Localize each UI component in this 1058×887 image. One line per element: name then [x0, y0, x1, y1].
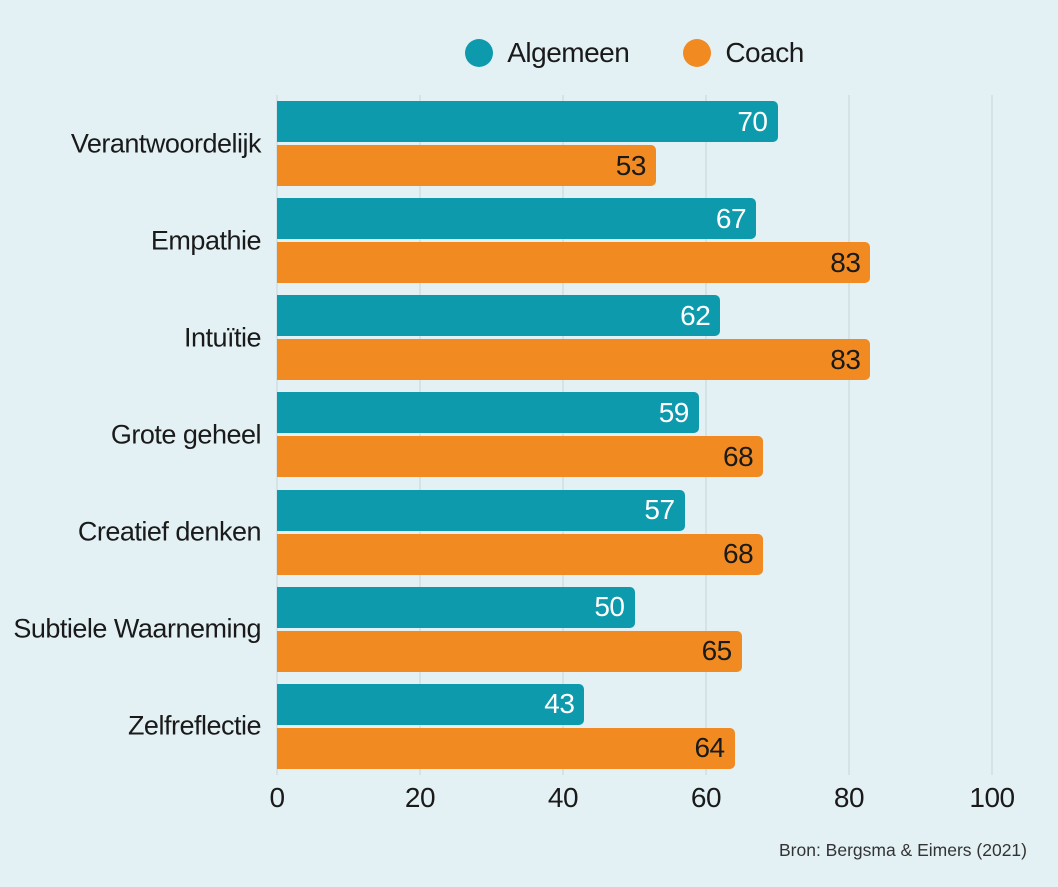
source-credit: Bron: Bergsma & Eimers (2021) — [778, 840, 1027, 860]
value-label: 68 — [723, 440, 754, 472]
bar-algemeen: 57 — [277, 489, 685, 531]
value-label: 59 — [658, 396, 690, 428]
x-tick-label: 80 — [833, 782, 865, 813]
category-label: Intuïtie — [183, 322, 262, 353]
bar-group: Empathie 67 83 — [151, 192, 992, 289]
x-tick-label: 100 — [969, 782, 1015, 813]
category-label: Creatief denken — [77, 516, 262, 547]
bar-groups: Verantwoordelijk 70 53 Empathie 67 83 Intuïtie… — [13, 95, 992, 775]
bar-coach: 68 — [277, 436, 764, 478]
gridline-0 — [276, 95, 278, 775]
legend-swatch-icon — [683, 39, 712, 67]
gridline-40 — [562, 95, 564, 775]
value-label: 65 — [701, 635, 733, 667]
bar-group: Grote geheel 59 68 — [111, 386, 992, 483]
x-tick-label: 0 — [269, 782, 285, 813]
x-tick-label: 20 — [404, 782, 436, 813]
value-label: 68 — [723, 538, 754, 570]
bar-algemeen: 62 — [277, 295, 721, 337]
value-label: 67 — [715, 202, 747, 234]
value-label: 57 — [644, 494, 675, 526]
bar-coach: 83 — [277, 339, 871, 381]
bar-algemeen: 67 — [277, 198, 757, 240]
bar-coach: 83 — [277, 242, 871, 284]
category-label: Grote geheel — [110, 419, 262, 450]
bar-coach: 53 — [277, 145, 656, 187]
value-label: 43 — [544, 688, 575, 720]
value-label: 83 — [830, 246, 861, 278]
bar-group: Intuïtie 62 83 — [184, 289, 992, 386]
bar-coach: 68 — [277, 533, 764, 575]
category-label: Empathie — [150, 225, 262, 256]
bar-group: Zelfreflectie 43 64 — [128, 678, 992, 775]
legend-item-algemeen: Algemeen — [465, 37, 630, 69]
gridline-20 — [419, 95, 421, 775]
gridline-80 — [848, 95, 850, 775]
bar-algemeen: 43 — [277, 683, 585, 725]
value-label: 83 — [830, 343, 861, 375]
bar-algemeen: 70 — [277, 101, 778, 143]
value-label: 64 — [694, 732, 725, 764]
legend-item-coach: Coach — [683, 37, 804, 69]
value-label: 62 — [680, 299, 711, 331]
bar-algemeen: 50 — [277, 586, 635, 628]
legend-swatch-icon — [465, 39, 494, 67]
value-label: 70 — [737, 105, 768, 137]
value-label: 50 — [594, 591, 625, 623]
bar-algemeen: 59 — [277, 392, 699, 434]
bar-group: Creatief denken 57 68 — [78, 484, 992, 581]
bar-coach: 65 — [277, 630, 742, 672]
x-tick-label: 40 — [547, 782, 579, 813]
category-label: Subtiele Waarneming — [13, 613, 261, 644]
legend: Algemeen Coach — [277, 36, 992, 70]
x-tick-label: 60 — [690, 782, 722, 813]
value-label: 53 — [615, 149, 647, 181]
category-label: Verantwoordelijk — [70, 128, 262, 159]
bar-group: Verantwoordelijk 70 53 — [71, 95, 992, 192]
bar-group: Subtiele Waarneming 50 65 — [13, 581, 992, 678]
legend-label: Algemeen — [507, 37, 630, 68]
bar-coach: 64 — [277, 727, 735, 769]
legend-label: Coach — [725, 37, 804, 68]
category-label: Zelfreflectie — [127, 710, 262, 741]
gridline-60 — [705, 95, 707, 775]
gridline-100 — [991, 95, 993, 775]
plot-area: Verantwoordelijk 70 53 Empathie 67 83 Intuïtie… — [13, 95, 1015, 813]
